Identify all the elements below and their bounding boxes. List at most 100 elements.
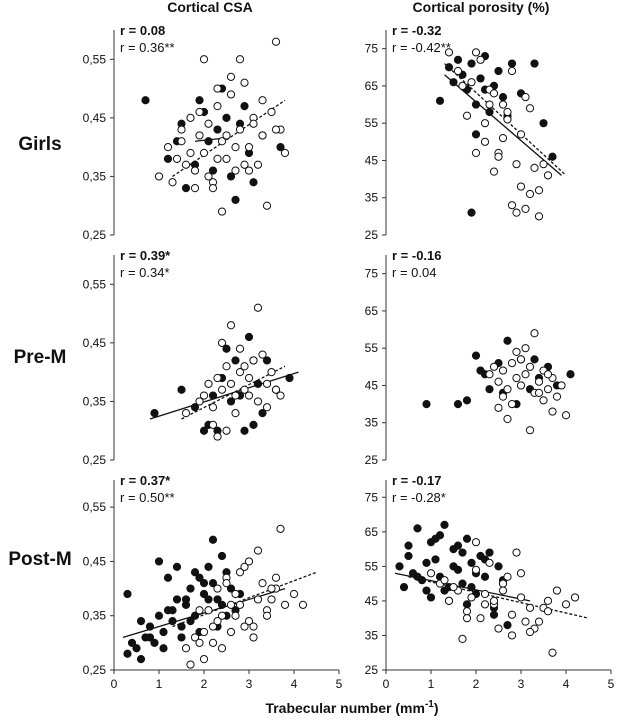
open-point	[543, 171, 553, 180]
y-tick-label: 75	[365, 42, 379, 56]
open-point	[458, 81, 467, 91]
open-point	[516, 355, 526, 364]
row-label-pre-m: Pre-M	[14, 347, 67, 368]
filled-point	[471, 351, 481, 360]
filled-point	[539, 119, 548, 128]
open-point	[516, 182, 526, 191]
y-tick-label: 65	[365, 79, 379, 93]
open-point	[503, 414, 512, 424]
filled-point	[404, 551, 413, 561]
filled-point	[462, 396, 472, 405]
y-tick-label: 0,45	[83, 336, 107, 350]
open-point	[244, 373, 254, 383]
y-tick-label: 45	[365, 594, 379, 608]
open-point	[204, 119, 213, 128]
filled-point	[249, 178, 258, 187]
open-point	[222, 154, 231, 163]
open-point	[213, 373, 222, 383]
open-point	[503, 107, 512, 117]
filled-point	[159, 627, 168, 637]
open-point	[172, 154, 182, 163]
open-point	[498, 392, 508, 401]
r-value-premenopausal: r = -0.16	[392, 248, 442, 263]
filled-point	[485, 107, 494, 117]
open-point	[507, 399, 517, 409]
filled-point	[145, 633, 155, 642]
open-point	[467, 593, 476, 602]
filled-point	[458, 548, 467, 557]
filled-point	[213, 125, 222, 134]
open-point	[258, 350, 267, 359]
filled-point	[240, 426, 249, 435]
x-tick-label: 4	[563, 677, 570, 691]
open-point	[521, 344, 530, 353]
filled-point	[413, 572, 422, 581]
row-label-girls: Girls	[18, 134, 61, 155]
open-point	[489, 89, 499, 98]
y-tick-label: 0,45	[83, 111, 107, 125]
open-point	[480, 137, 490, 146]
open-point	[276, 391, 285, 400]
open-point	[480, 600, 490, 609]
filled-point	[566, 370, 575, 379]
filled-point	[249, 420, 258, 429]
open-point	[516, 569, 526, 578]
row-label-post-m: Post-M	[8, 549, 71, 570]
y-tick-label: 0,55	[83, 277, 107, 291]
filled-point	[453, 399, 463, 409]
open-point	[195, 397, 204, 406]
open-point	[498, 586, 508, 595]
open-point	[199, 391, 209, 400]
open-point	[244, 166, 254, 175]
r-value-postmenopausal: r = -0.42**	[392, 40, 451, 55]
filled-point	[177, 622, 186, 631]
filled-point	[190, 403, 200, 412]
open-point	[458, 634, 467, 644]
open-point	[226, 627, 236, 637]
open-point	[222, 579, 231, 588]
x-tick-label: 0	[111, 677, 118, 691]
open-point	[226, 379, 236, 388]
open-point	[217, 644, 227, 653]
open-point	[204, 379, 213, 388]
filled-point	[177, 633, 186, 642]
open-point	[226, 321, 236, 330]
x-tick-label: 0	[383, 677, 390, 691]
filled-point	[507, 59, 517, 68]
y-tick-label: 25	[365, 228, 379, 242]
filled-point	[226, 584, 236, 593]
filled-point	[181, 184, 191, 193]
filled-point	[453, 55, 463, 64]
y-tick-label: 75	[365, 267, 379, 281]
open-point	[534, 377, 544, 386]
filled-point	[467, 208, 476, 217]
open-point	[262, 201, 272, 210]
open-point	[485, 370, 494, 379]
scatter-panels: 0,250,350,450,55r = 0.08r = 0.36**253545…	[83, 23, 615, 691]
filled-point	[253, 379, 263, 388]
filled-point	[503, 620, 512, 630]
filled-point	[480, 572, 490, 581]
open-point	[249, 119, 258, 128]
filled-point	[222, 344, 231, 353]
filled-point	[431, 555, 440, 564]
filled-point	[422, 399, 431, 409]
open-point	[244, 617, 254, 626]
open-point	[199, 148, 209, 158]
open-point	[208, 622, 218, 631]
open-point	[512, 208, 521, 217]
open-point	[462, 111, 472, 120]
solid-trend-line	[149, 371, 299, 420]
open-point	[217, 338, 227, 347]
open-point	[503, 385, 512, 394]
open-point	[534, 186, 544, 195]
open-point	[213, 84, 222, 93]
panel-0-1: 25 35 45 55 65 75 r = -0.32 r = -0.42**	[365, 23, 567, 242]
open-point	[521, 92, 530, 102]
filled-point	[449, 562, 458, 571]
open-point	[552, 586, 562, 595]
open-point	[181, 409, 191, 418]
filled-point	[422, 558, 431, 568]
x-tick-label: 1	[156, 677, 163, 691]
open-point	[494, 624, 503, 633]
